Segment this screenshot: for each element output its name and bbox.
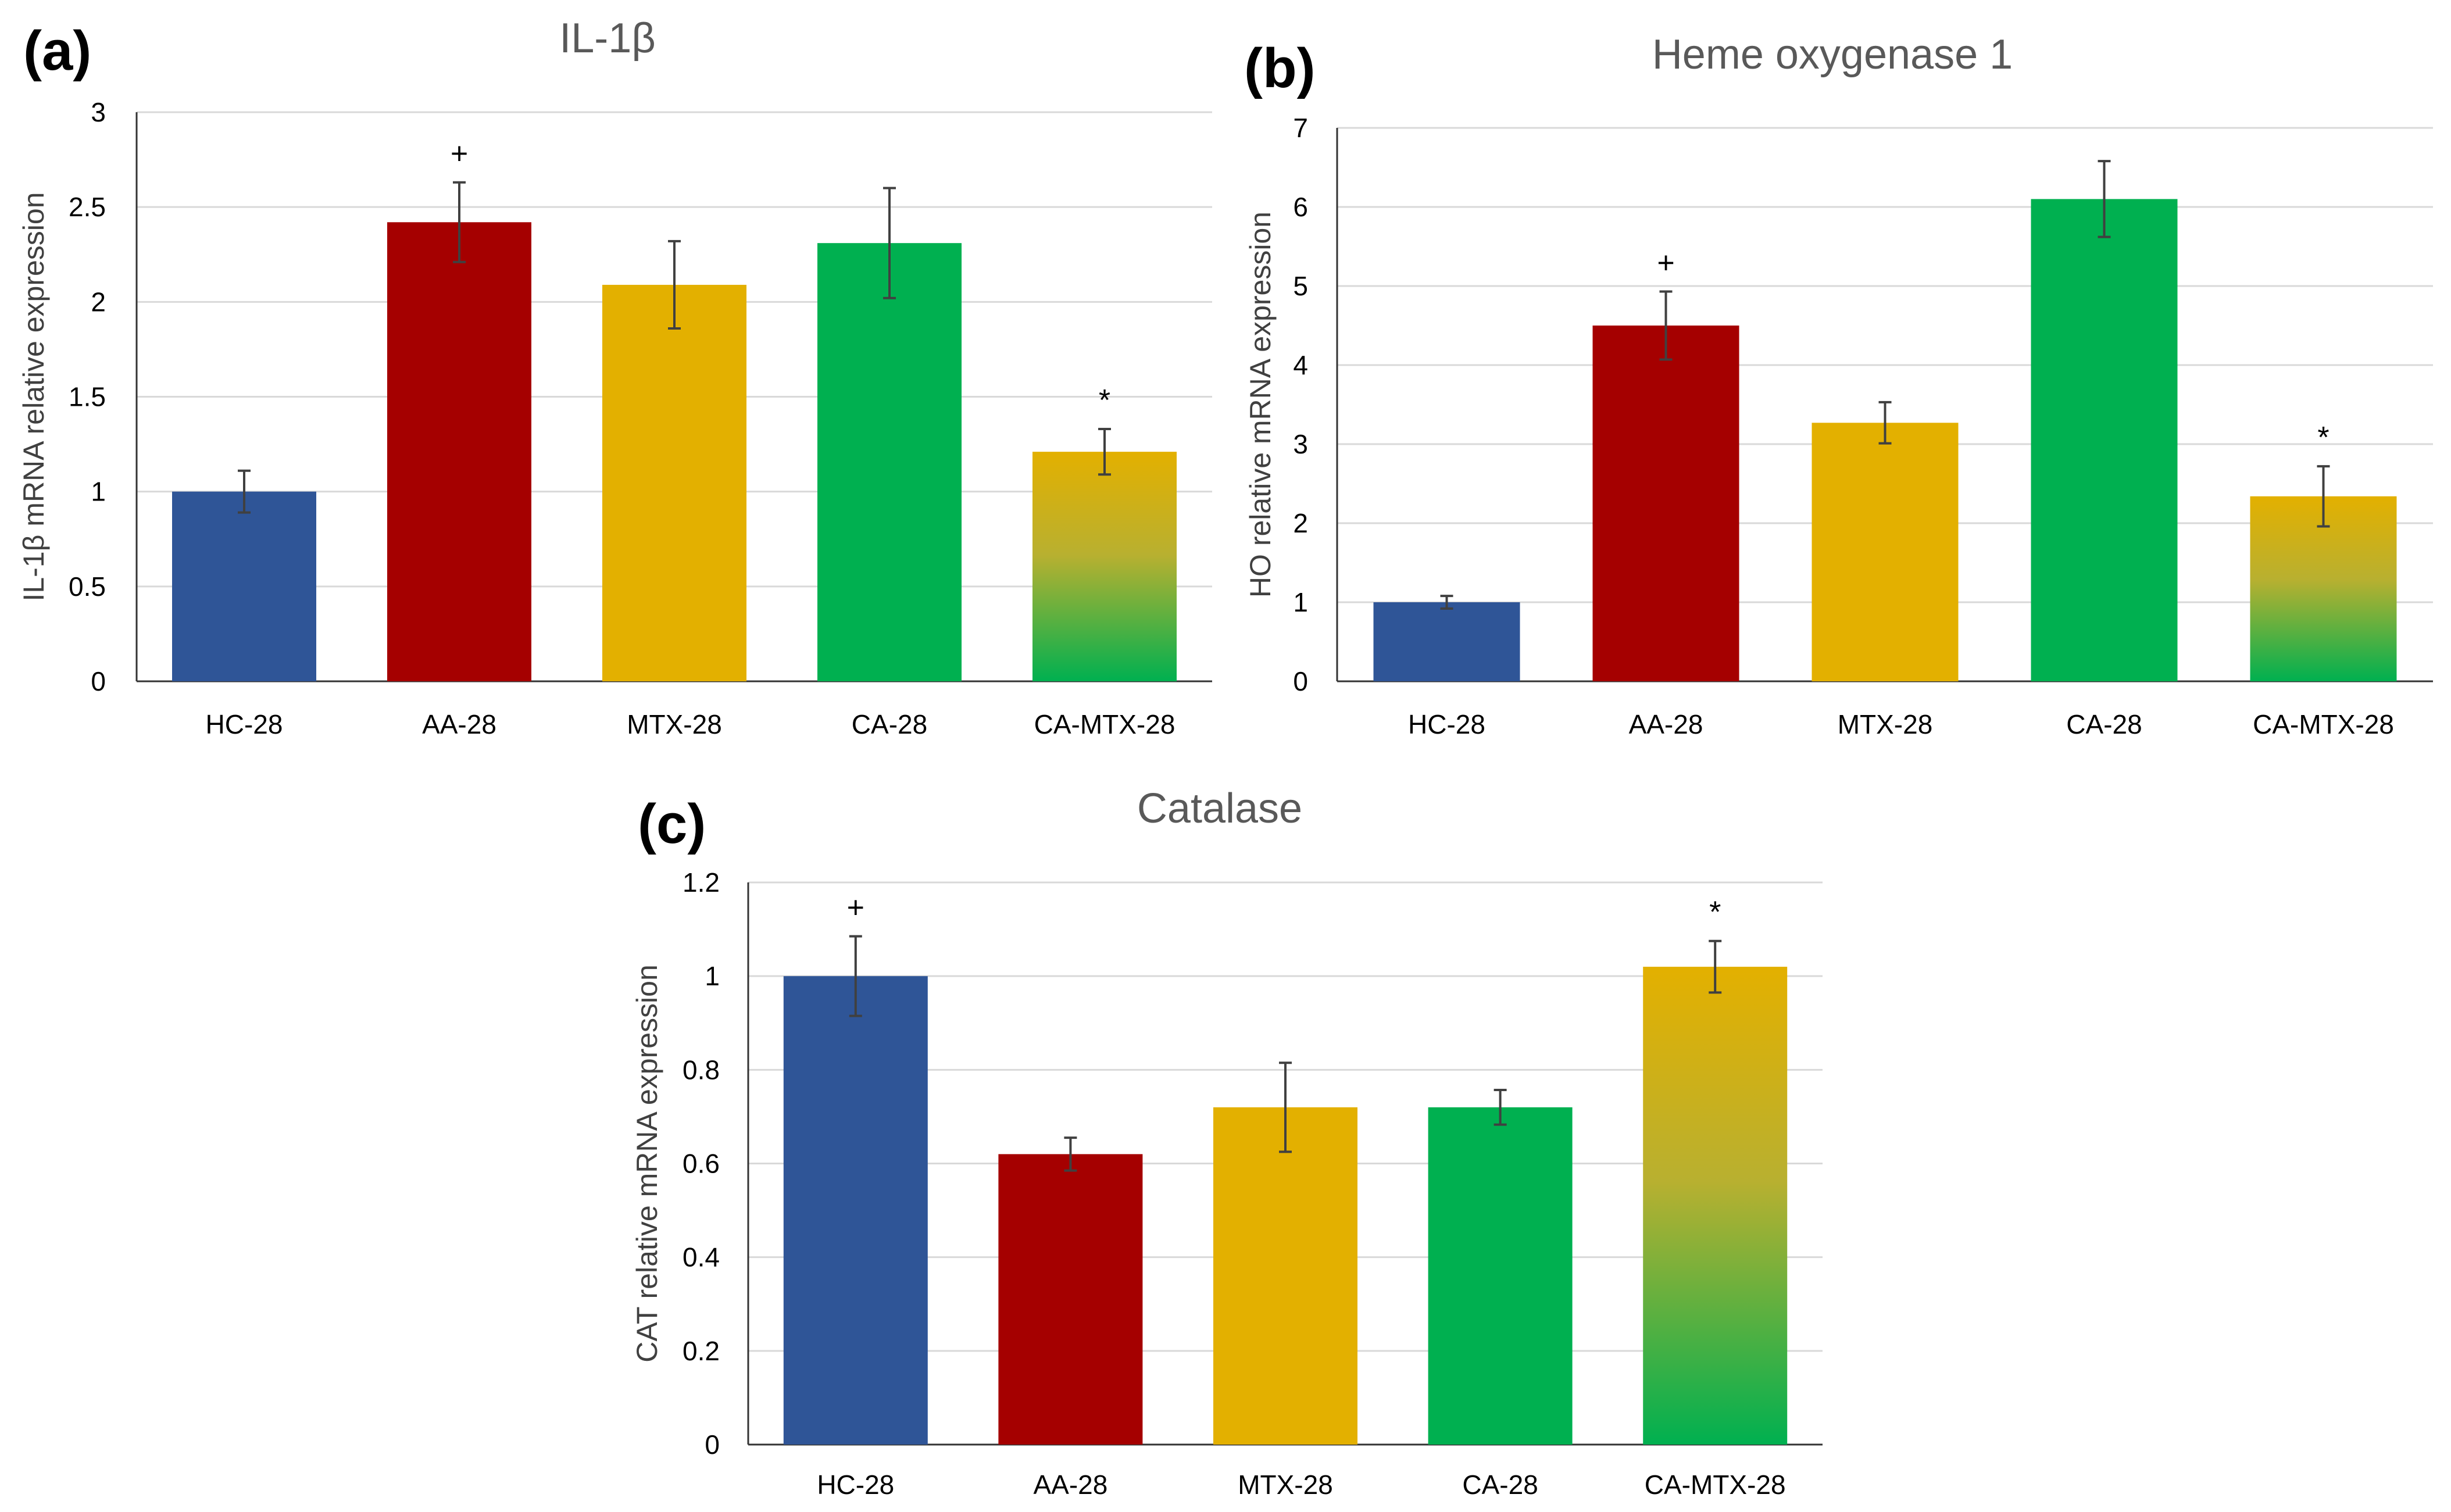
x-tick-label: CA-MTX-28 <box>2253 709 2394 739</box>
significance-mark: * <box>2317 421 2329 455</box>
x-tick-label: MTX-28 <box>1238 1470 1333 1500</box>
y-tick-label: 5 <box>1293 271 1308 301</box>
y-tick-label: 0.8 <box>683 1055 720 1085</box>
x-tick-label: MTX-28 <box>627 709 722 739</box>
panel-c-chart: (c) Catalase 0 0.2 0.4 0.6 0.8 1 1.2 CAT relative… <box>631 785 1823 1500</box>
y-tick-label: 0.2 <box>683 1336 720 1366</box>
bar-hc-28 <box>1373 602 1520 681</box>
x-tick-label: CA-28 <box>1462 1470 1538 1500</box>
x-tick-label: AA-28 <box>422 709 496 739</box>
x-tick-label: AA-28 <box>1033 1470 1107 1500</box>
y-tick-label: 7 <box>1293 113 1308 143</box>
bar-mtx-28 <box>602 284 746 681</box>
x-tick-label: HC-28 <box>1408 709 1485 739</box>
x-tick-label: HC-28 <box>206 709 283 739</box>
chart-title: Catalase <box>1137 785 1302 832</box>
chart-title: Heme oxygenase 1 <box>1652 31 2013 78</box>
y-axis-label: IL-1β mRNA relative expression <box>17 192 50 601</box>
panel-a-chart: (a) IL-1β 0 0.5 1 1.5 2 2.5 3 IL-1β mRNA relative… <box>17 15 1212 739</box>
y-tick-label: 1.2 <box>683 867 720 898</box>
bar-ca-28 <box>817 243 962 681</box>
y-tick-label: 1 <box>91 477 106 507</box>
y-tick-label: 0.5 <box>69 571 106 602</box>
x-tick-label: HC-28 <box>817 1470 894 1500</box>
significance-mark: + <box>847 891 864 925</box>
y-axis-label: CAT relative mRNA expression <box>631 964 663 1363</box>
significance-mark: + <box>1657 246 1674 280</box>
bar-mtx-28 <box>1812 423 1959 681</box>
significance-mark: * <box>1709 896 1721 930</box>
panel-label: (c) <box>638 793 706 855</box>
y-tick-label: 0.6 <box>683 1149 720 1179</box>
y-tick-label: 1.5 <box>69 382 106 412</box>
significance-mark: * <box>1099 384 1110 417</box>
bar-ca-mtx-28 <box>1643 967 1788 1445</box>
x-tick-label: AA-28 <box>1629 709 1703 739</box>
y-tick-label: 4 <box>1293 350 1308 380</box>
bar-aa-28 <box>1592 326 1739 681</box>
y-tick-label: 2 <box>1293 508 1308 538</box>
bar-ca-28 <box>2031 199 2178 681</box>
y-tick-label: 0.4 <box>683 1242 720 1272</box>
panel-label: (b) <box>1244 37 1316 99</box>
bar-mtx-28 <box>1213 1107 1357 1445</box>
bar-ca-28 <box>1428 1107 1573 1445</box>
y-tick-label: 3 <box>91 97 106 127</box>
panel-label: (a) <box>23 20 91 82</box>
y-tick-label: 1 <box>1293 587 1308 617</box>
bar-hc-28 <box>172 491 316 681</box>
bar-hc-28 <box>783 976 928 1445</box>
y-axis-label: HO relative mRNA expression <box>1244 212 1277 598</box>
y-tick-label: 2 <box>91 287 106 317</box>
x-tick-label: CA-28 <box>2066 709 2142 739</box>
bar-aa-28 <box>998 1154 1143 1445</box>
bar-aa-28 <box>387 222 531 682</box>
x-tick-label: CA-MTX-28 <box>1034 709 1176 739</box>
y-tick-label: 0 <box>91 666 106 696</box>
x-tick-label: CA-28 <box>852 709 927 739</box>
significance-mark: + <box>451 137 468 171</box>
y-tick-label: 2.5 <box>69 192 106 222</box>
y-tick-label: 3 <box>1293 429 1308 459</box>
x-tick-label: CA-MTX-28 <box>1645 1470 1786 1500</box>
y-tick-label: 0 <box>705 1429 720 1460</box>
y-tick-label: 6 <box>1293 192 1308 222</box>
y-tick-label: 1 <box>705 961 720 991</box>
x-tick-label: MTX-28 <box>1838 709 1933 739</box>
y-tick-label: 0 <box>1293 666 1308 696</box>
bar-ca-mtx-28 <box>1032 452 1177 681</box>
chart-title: IL-1β <box>559 15 655 62</box>
panel-b-chart: (b) Heme oxygenase 1 0 1 2 3 4 5 6 7 HO relative m… <box>1244 31 2433 739</box>
